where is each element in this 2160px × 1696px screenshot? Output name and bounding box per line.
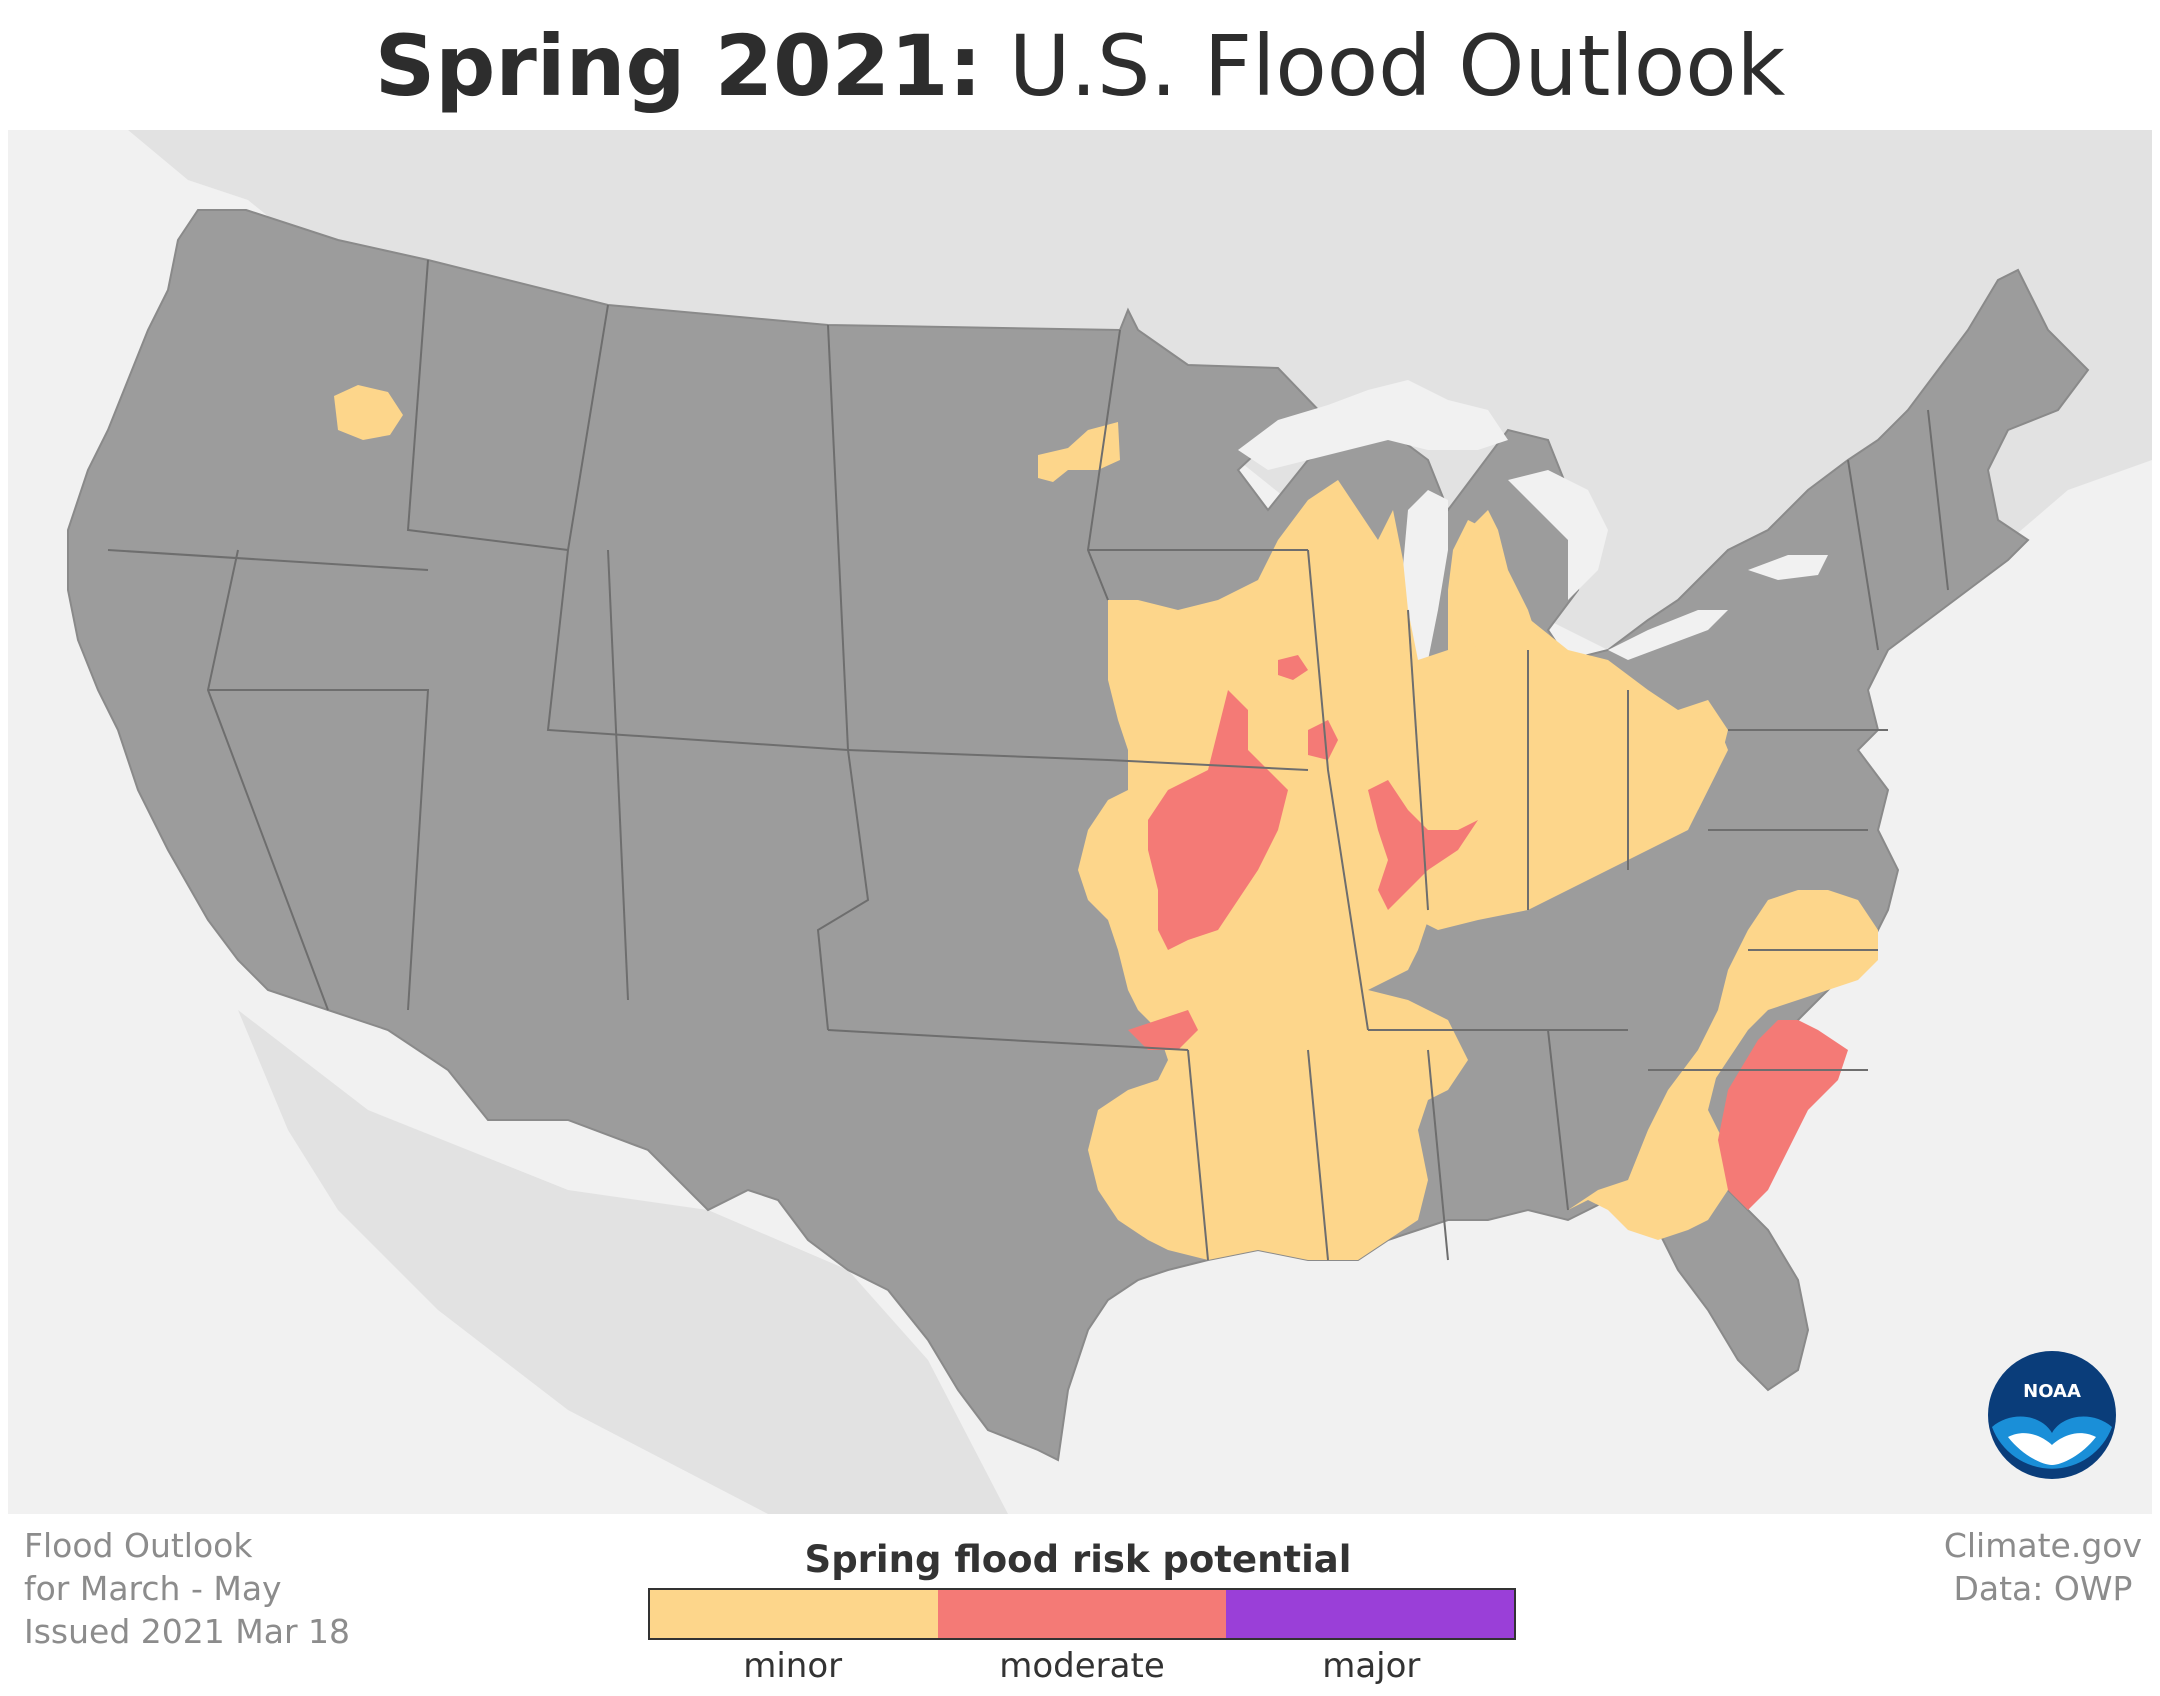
moderate-region-carolinas [1718,1020,1848,1210]
map-title: Spring 2021: U.S. Flood Outlook [0,8,2160,124]
map-frame: NOAA [8,130,2152,1514]
legend-label-major: major [1322,1646,1421,1686]
lake-huron [1508,470,1608,600]
title-rest: U.S. Flood Outlook [1008,17,1786,115]
state-borders [107,259,1949,1261]
lake-superior [1238,380,1508,470]
moderate-region-wisconsin [1278,655,1308,680]
legend-label-moderate: moderate [999,1646,1165,1686]
credits: Climate.gov Data: OWP [1944,1524,2142,1610]
moderate-region-iowa-illinois [1308,720,1338,760]
minor-region-idaho [334,385,403,440]
noaa-logo-text: NOAA [2023,1381,2081,1402]
outlook-info-line1: Flood Outlook [24,1526,253,1565]
legend-swatch-moderate [938,1590,1226,1638]
legend: Spring flood risk potential minor modera… [648,1536,1516,1688]
outlook-info: Flood Outlook for March - May Issued 202… [24,1524,350,1653]
title-bold-part: Spring 2021: [374,17,983,115]
mexico-landmass [238,1010,1008,1514]
minor-region-ohio-valley [1408,650,1728,930]
legend-title: Spring flood risk potential [804,1538,1352,1581]
legend-labels: minor moderate major [648,1644,1516,1688]
lake-erie [1608,610,1728,660]
legend-swatch-minor [650,1590,938,1638]
outlook-info-line3: Issued 2021 Mar 18 [24,1612,350,1651]
noaa-logo: NOAA [1988,1351,2116,1479]
minor-region-georgia [1568,1030,1728,1240]
legend-label-minor: minor [743,1646,843,1686]
moderate-region-oklahoma [1128,1010,1198,1050]
minor-region-virginia-nc [1698,890,1878,1090]
lake-ontario [1748,555,1828,580]
outlook-info-line2: for March - May [24,1569,282,1608]
credit-data: Data: OWP [1953,1569,2133,1608]
credit-source: Climate.gov [1943,1526,2142,1565]
minor-region-michigan [1458,510,1538,650]
moderate-region-missouri [1148,690,1288,950]
legend-swatch-major [1226,1590,1514,1638]
legend-color-bar [648,1588,1516,1640]
us-map: NOAA [67,130,2152,1514]
